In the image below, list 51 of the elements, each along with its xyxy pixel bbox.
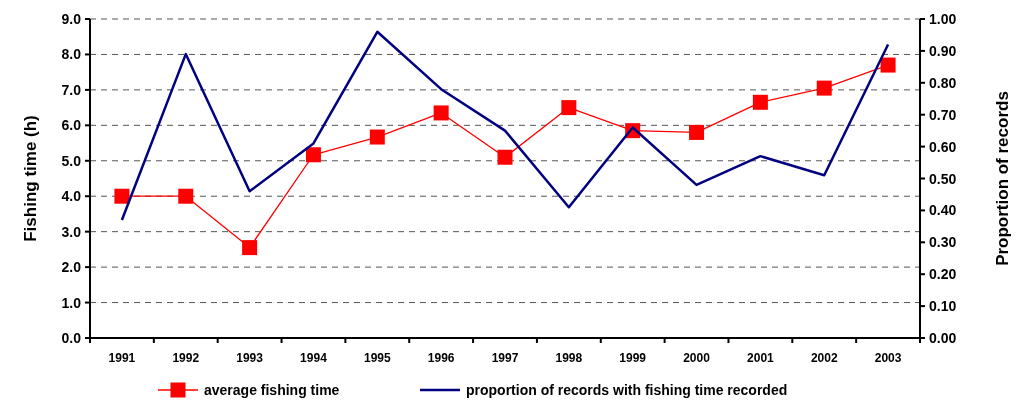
point — [305, 147, 321, 163]
y2-tick-label: 0.40 — [929, 202, 957, 219]
point — [433, 105, 449, 121]
x-tick-label: 1999 — [619, 351, 647, 365]
point — [497, 149, 513, 165]
x-tick-label: 1997 — [491, 351, 519, 365]
y2-tick-label: 0.00 — [929, 330, 957, 346]
x-tick-label: 1998 — [555, 351, 583, 365]
y-tick-label: 5.0 — [61, 152, 82, 169]
y2-tick-label: 0.70 — [929, 106, 957, 123]
y2-tick-label: 0.80 — [929, 74, 957, 91]
y-tick-label: 3.0 — [61, 223, 82, 240]
point — [369, 129, 385, 145]
x-tick-label: 2001 — [747, 351, 775, 365]
legend-label: proportion of records with fishing time recorded — [466, 382, 788, 398]
legend-label: average fishing time — [204, 382, 340, 398]
y2-tick-label: 0.90 — [929, 42, 957, 59]
y2-axis-title: Proportion of records — [993, 91, 1012, 266]
point — [752, 94, 768, 110]
y-tick-label: 7.0 — [61, 81, 82, 98]
x-tick-label: 2002 — [810, 351, 838, 365]
y-tick-label: 0.0 — [61, 330, 82, 346]
point — [178, 188, 194, 204]
y-tick-label: 1.0 — [61, 294, 82, 311]
y-axis-title: Fishing time (h) — [21, 115, 40, 242]
y2-tick-label: 0.10 — [929, 298, 957, 315]
point — [114, 188, 130, 204]
x-tick-label: 1991 — [108, 351, 136, 365]
y-tick-label: 8.0 — [61, 46, 82, 63]
y-tick-label: 4.0 — [61, 188, 82, 205]
y-tick-label: 6.0 — [61, 117, 82, 134]
point — [880, 57, 896, 73]
x-tick-label: 1994 — [300, 351, 328, 365]
x-tick-label: 1996 — [427, 351, 455, 365]
y2-tick-label: 0.30 — [929, 234, 957, 251]
y2-tick-label: 0.60 — [929, 138, 957, 155]
x-tick-label: 2000 — [683, 351, 711, 365]
point — [816, 80, 832, 96]
x-tick-label: 1992 — [172, 351, 200, 365]
point — [242, 240, 258, 256]
y2-tick-label: 0.50 — [929, 170, 957, 187]
x-tick-label: 1993 — [236, 351, 264, 365]
y-tick-label: 2.0 — [61, 259, 82, 276]
y-tick-label: 9.0 — [61, 11, 82, 27]
y2-tick-label: 1.00 — [929, 11, 957, 27]
point — [561, 100, 577, 116]
y2-tick-label: 0.20 — [929, 266, 957, 283]
line-series — [120, 30, 890, 222]
point — [689, 124, 705, 140]
x-tick-label: 1995 — [363, 351, 391, 365]
x-tick-label: 2003 — [874, 351, 902, 365]
